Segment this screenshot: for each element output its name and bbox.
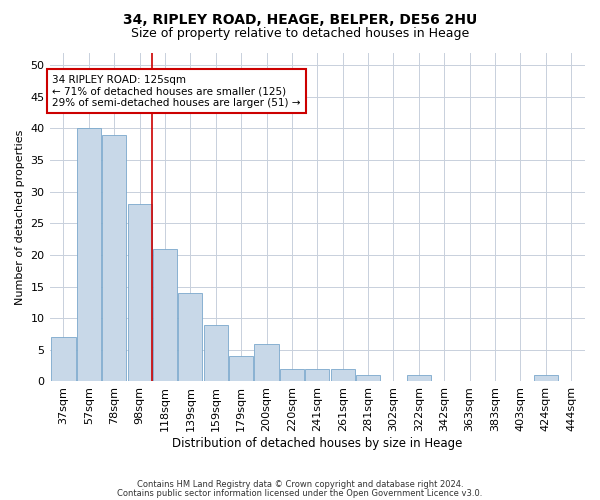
Text: Contains public sector information licensed under the Open Government Licence v3: Contains public sector information licen… [118, 488, 482, 498]
Bar [254, 344, 278, 382]
Bar [102, 134, 127, 382]
Bar [407, 375, 431, 382]
Bar [204, 324, 228, 382]
Bar [77, 128, 101, 382]
X-axis label: Distribution of detached houses by size in Heage: Distribution of detached houses by size … [172, 437, 463, 450]
Text: 34 RIPLEY ROAD: 125sqm
← 71% of detached houses are smaller (125)
29% of semi-de: 34 RIPLEY ROAD: 125sqm ← 71% of detached… [52, 74, 301, 108]
Bar [229, 356, 253, 382]
Bar [533, 375, 558, 382]
Text: Size of property relative to detached houses in Heage: Size of property relative to detached ho… [131, 28, 469, 40]
Bar [153, 248, 177, 382]
Y-axis label: Number of detached properties: Number of detached properties [15, 130, 25, 304]
Bar [356, 375, 380, 382]
Text: 34, RIPLEY ROAD, HEAGE, BELPER, DE56 2HU: 34, RIPLEY ROAD, HEAGE, BELPER, DE56 2HU [123, 12, 477, 26]
Bar [280, 369, 304, 382]
Bar [178, 293, 202, 382]
Text: Contains HM Land Registry data © Crown copyright and database right 2024.: Contains HM Land Registry data © Crown c… [137, 480, 463, 489]
Bar [52, 337, 76, 382]
Bar [305, 369, 329, 382]
Bar [331, 369, 355, 382]
Bar [128, 204, 152, 382]
